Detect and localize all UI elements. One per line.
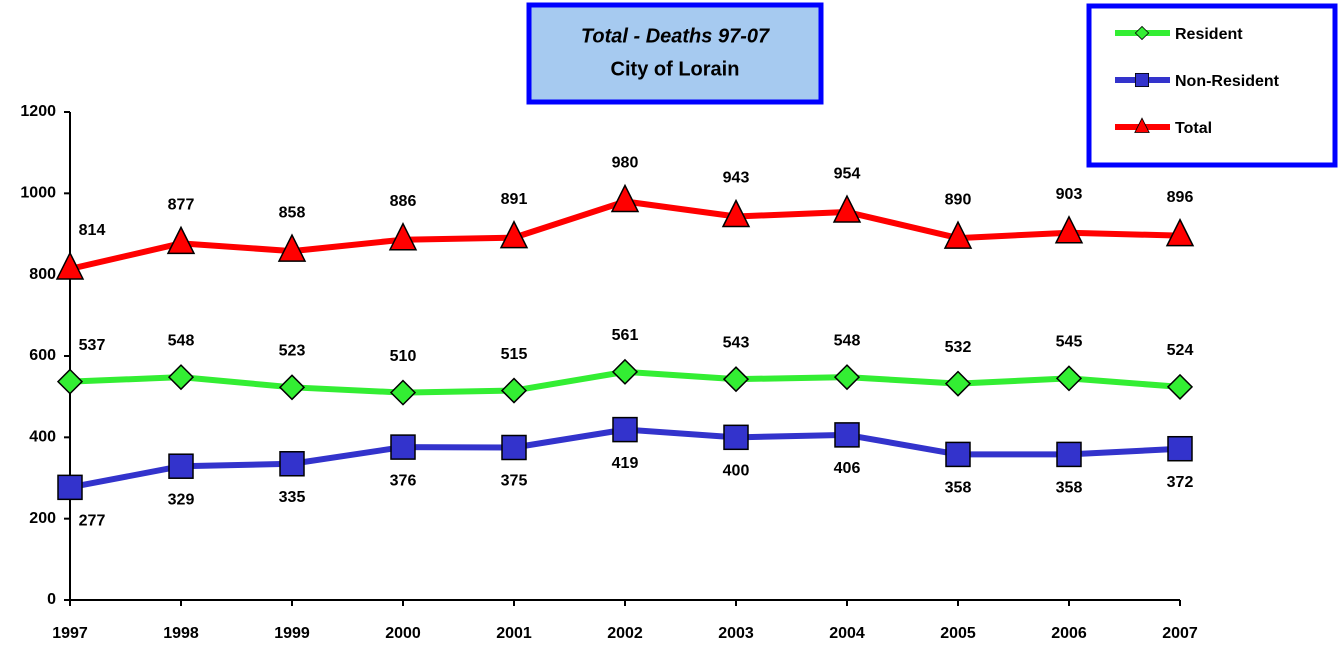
data-label: 954 <box>834 165 861 182</box>
data-label: 561 <box>612 327 639 344</box>
x-tick-label: 2007 <box>1162 625 1198 642</box>
marker <box>1054 215 1084 244</box>
y-tick-label: 1000 <box>20 185 56 202</box>
marker <box>722 366 750 393</box>
x-tick-label: 2002 <box>607 625 643 642</box>
marker <box>56 368 84 395</box>
data-label: 510 <box>390 348 417 365</box>
data-label: 545 <box>1056 334 1083 351</box>
marker <box>499 219 529 249</box>
y-tick-label: 1200 <box>20 103 56 120</box>
data-label: 543 <box>723 334 750 351</box>
marker <box>278 374 306 401</box>
data-label: 376 <box>390 472 417 489</box>
legend-marker <box>1134 117 1150 133</box>
marker <box>832 194 862 223</box>
marker <box>501 434 527 461</box>
marker <box>168 453 194 479</box>
data-label: 890 <box>945 191 972 208</box>
marker <box>945 441 971 468</box>
data-label: 532 <box>945 339 972 356</box>
data-label: 891 <box>501 191 528 208</box>
data-label: 877 <box>168 197 195 214</box>
data-label: 515 <box>501 346 528 363</box>
marker <box>277 233 307 262</box>
data-label: 400 <box>723 463 750 480</box>
marker <box>944 370 972 397</box>
marker <box>279 451 305 477</box>
marker <box>721 198 751 228</box>
marker <box>390 434 416 460</box>
data-label: 358 <box>1056 480 1083 497</box>
x-tick-label: 2003 <box>718 625 754 642</box>
data-label: 814 <box>79 222 106 239</box>
data-label: 858 <box>279 204 306 221</box>
y-tick-label: 200 <box>29 510 56 527</box>
marker <box>1167 435 1193 462</box>
data-label: 358 <box>945 480 972 497</box>
y-tick-label: 600 <box>29 347 56 364</box>
data-label: 335 <box>279 489 306 506</box>
marker <box>612 416 638 443</box>
marker <box>1165 217 1195 247</box>
data-label: 372 <box>1167 474 1194 491</box>
x-tick-label: 2004 <box>829 625 865 642</box>
legend-marker <box>1134 72 1150 88</box>
data-label: 896 <box>1167 189 1194 206</box>
data-label: 419 <box>612 455 639 472</box>
marker <box>610 183 640 213</box>
x-tick-label: 2006 <box>1051 625 1087 642</box>
marker <box>388 222 418 251</box>
x-tick-label: 1999 <box>274 625 310 642</box>
data-label: 329 <box>168 491 195 508</box>
data-label: 903 <box>1056 186 1083 203</box>
marker <box>1055 365 1083 392</box>
marker <box>1056 441 1082 468</box>
marker <box>943 220 973 249</box>
marker <box>611 358 639 385</box>
data-label: 375 <box>501 473 528 490</box>
title-box <box>526 2 824 105</box>
data-label: 548 <box>168 332 195 349</box>
marker <box>833 364 861 391</box>
marker <box>55 251 85 280</box>
x-tick-label: 2005 <box>940 625 976 642</box>
marker <box>389 379 417 406</box>
x-tick-label: 1997 <box>52 625 88 642</box>
marker <box>500 377 528 404</box>
data-label: 277 <box>79 513 106 530</box>
data-label: 406 <box>834 460 861 477</box>
data-label: 886 <box>390 193 417 210</box>
marker <box>834 422 860 448</box>
data-label: 524 <box>1167 342 1194 359</box>
y-tick-label: 800 <box>29 266 56 283</box>
data-label: 537 <box>79 337 106 354</box>
data-label: 548 <box>834 332 861 349</box>
marker <box>166 225 196 255</box>
x-tick-label: 1998 <box>163 625 199 642</box>
marker <box>1166 373 1194 400</box>
y-tick-label: 400 <box>29 429 56 446</box>
data-label: 980 <box>612 155 639 172</box>
marker <box>57 474 83 501</box>
legend-marker <box>1134 25 1150 41</box>
data-label: 943 <box>723 170 750 187</box>
legend-label: Non-Resident <box>1175 73 1280 90</box>
x-tick-label: 2000 <box>385 625 421 642</box>
marker <box>167 364 195 391</box>
data-label: 523 <box>279 343 306 360</box>
legend-label: Total <box>1175 120 1212 137</box>
y-tick-label: 0 <box>47 591 56 608</box>
chart-subtitle: City of Lorain <box>611 58 740 80</box>
legend-label: Resident <box>1175 26 1243 43</box>
chart-title: Total - Deaths 97-07 <box>581 25 770 47</box>
marker <box>723 424 749 451</box>
x-tick-label: 2001 <box>496 625 532 642</box>
